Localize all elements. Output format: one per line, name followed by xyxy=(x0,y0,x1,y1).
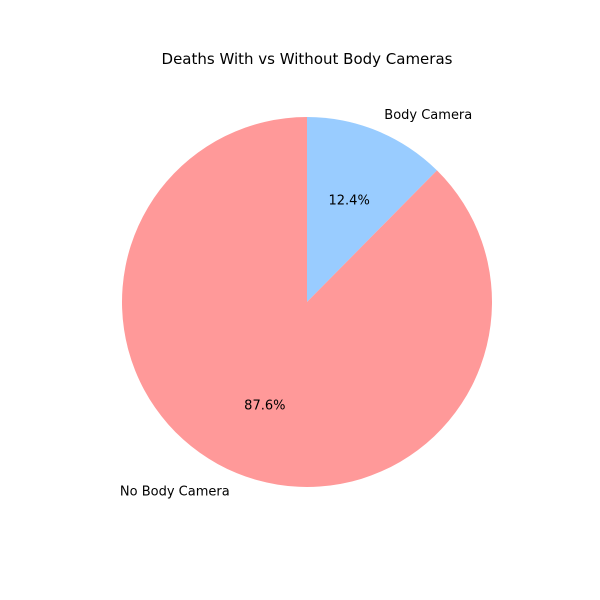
pie-value-label: 12.4% xyxy=(329,193,370,208)
pie-labels: 12.4% Body Camera 87.6% No Body Camera xyxy=(120,108,472,500)
pie-slice-no-body-camera xyxy=(121,117,492,487)
pie-category-label: No Body Camera xyxy=(120,484,230,499)
pie-slices xyxy=(121,117,492,487)
pie-category-label: Body Camera xyxy=(384,108,472,123)
pie-slice-body-camera xyxy=(307,117,437,302)
chart-title: Deaths With vs Without Body Cameras xyxy=(162,50,453,68)
pie-value-label: 87.6% xyxy=(244,399,285,414)
